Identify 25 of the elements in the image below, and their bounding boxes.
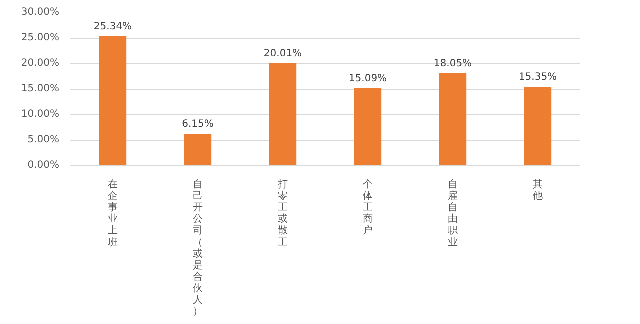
x-tick-label: 打零工或散工 [277,178,288,248]
x-tick-label: 自雇自由职业 [448,178,458,248]
bar [99,36,127,166]
category-label: 自己开公司（或是合伙人） [193,180,203,318]
data-label: 18.05% [434,58,472,70]
y-tick-label: 10.00% [21,109,60,120]
bar [269,63,297,166]
data-label: 15.35% [518,72,558,84]
data-label: 6.15% [182,119,214,130]
x-tick-label: 个体工商户 [363,178,373,237]
data-label: 25.34% [94,21,132,32]
bar [354,88,382,166]
y-tick-label: 5.00% [28,134,60,146]
y-tick-label: 0.00% [28,160,60,171]
x-tick-label: 其他 [533,178,543,202]
y-tick-label: 20.00% [21,58,60,69]
bar [439,73,467,166]
data-label: 15.09% [348,74,388,85]
x-tick-label: 在企事业上班 [108,178,118,248]
bar [524,87,552,166]
y-tick-label: 25.00% [21,32,60,44]
data-label: 20.01% [264,48,302,60]
y-tick-label: 15.00% [21,84,60,94]
bar [184,134,212,166]
y-tick-label: 30.00% [21,7,60,18]
